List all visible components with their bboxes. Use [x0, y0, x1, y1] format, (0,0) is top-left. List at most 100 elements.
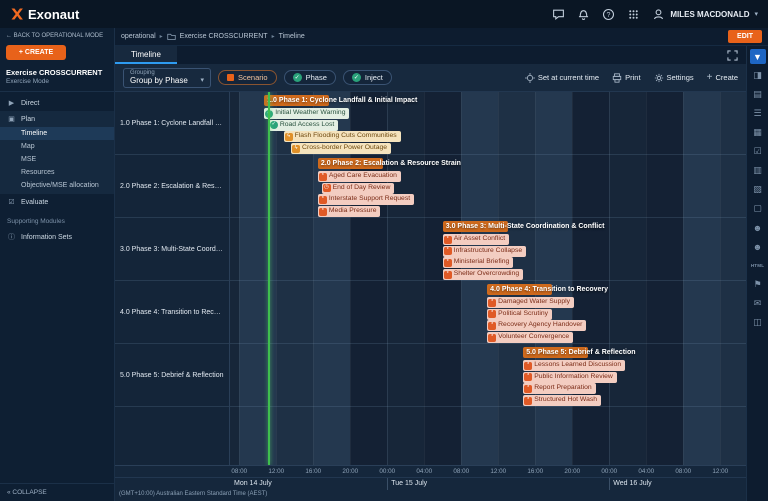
inject-chip[interactable]: * Structured Hot Wash [523, 395, 602, 407]
breadcrumb-separator-icon: ▸ [271, 34, 275, 40]
inject-chip[interactable]: * Infrastructure Collapse [442, 245, 527, 257]
inject-label: Initial Weather Warning [275, 109, 346, 117]
inject-chip[interactable]: * Interstate Support Request [317, 194, 415, 206]
inject-chip[interactable]: ◷ End of Day Review [321, 182, 395, 194]
phase-group-label: 4.0 Phase 4: Transition to Recovery [115, 281, 229, 344]
inject-chip[interactable]: * Aged Care Evacuation [317, 171, 401, 182]
teams-icon[interactable]: ☻ [752, 241, 763, 252]
bell-icon[interactable] [577, 8, 590, 21]
sidebar-item-direct[interactable]: ▶ Direct [0, 95, 114, 111]
details-panel-icon[interactable]: ◨ [753, 70, 762, 80]
collapse-sidebar-button[interactable]: « COLLAPSE [0, 483, 114, 501]
grouping-select[interactable]: Grouping Group by Phase ▾ [123, 67, 211, 88]
inject-filter-label: Inject [364, 73, 383, 82]
table-icon[interactable]: ▥ [753, 165, 762, 175]
chat-icon[interactable] [552, 8, 565, 21]
inject-chip[interactable]: ✓Initial Weather Warning [264, 108, 350, 119]
breadcrumb-exercise[interactable]: Exercise CROSSCURRENT [179, 33, 268, 40]
star-icon: * [488, 298, 497, 307]
bolt-icon: ϟ [284, 132, 293, 141]
create-label: CREATE [24, 49, 54, 56]
check-icon: ✓ [269, 121, 278, 130]
phase-bar[interactable] [317, 158, 383, 169]
settings-button[interactable]: Settings [654, 73, 694, 83]
inject-chip[interactable]: * Volunteer Convergence [487, 332, 574, 344]
sidebar-item-mse[interactable]: MSE [21, 156, 37, 163]
print-button[interactable]: Print [612, 72, 641, 83]
user-menu[interactable]: MILES MACDONALD ▾ [652, 8, 758, 21]
inject-label: Public Information Review [534, 372, 613, 380]
inject-chip[interactable]: ϟ Flash Flooding Cuts Communities [283, 131, 401, 143]
help-icon[interactable]: ? [602, 8, 615, 21]
chevron-down-icon: ▾ [200, 77, 204, 84]
scenario-filter-chip[interactable]: Scenario [218, 70, 277, 85]
sidebar-item-resources[interactable]: Resources [21, 169, 55, 176]
edit-button[interactable]: EDIT [728, 30, 762, 43]
app-grid-icon[interactable] [627, 8, 640, 21]
phase-bar[interactable] [487, 284, 552, 295]
inject-chip[interactable]: * Public Information Review [523, 371, 617, 383]
inject-chip[interactable]: * Shelter Overcrowding [442, 269, 524, 281]
fullscreen-icon[interactable] [727, 50, 738, 61]
evaluate-icon: ☑ [8, 199, 15, 206]
sidebar-item-plan[interactable]: ▣ Plan [0, 111, 114, 127]
calendar-icon[interactable]: ▦ [753, 127, 762, 137]
inject-chip[interactable]: * Ministerial Briefing [442, 257, 514, 269]
check-icon: ✓ [351, 73, 361, 82]
cards-icon[interactable]: ▤ [753, 89, 762, 99]
time-tick-label: 12:00 [490, 468, 507, 475]
flag-icon[interactable]: ⚑ [753, 279, 762, 289]
create-inject-button[interactable]: + Create [707, 72, 738, 83]
inject-chip[interactable]: ✓ Road Access Lost [268, 119, 339, 131]
star-icon: * [318, 172, 327, 181]
grouping-value: Group by Phase [130, 75, 188, 85]
phase-bar[interactable] [264, 95, 329, 106]
day-label: Tue 15 July [391, 480, 428, 487]
inject-chip[interactable]: * Political Scrutiny [487, 308, 553, 320]
star-icon: * [443, 258, 452, 267]
star-icon: * [488, 333, 497, 342]
logo-x-icon [11, 8, 23, 20]
grid-stripe [276, 92, 314, 465]
create-button[interactable]: + CREATE [6, 45, 66, 60]
plan-icon: ▣ [8, 116, 15, 123]
set-at-current-time-button[interactable]: Set at current time [524, 72, 599, 83]
tasks-icon[interactable]: ☑ [753, 146, 762, 156]
target-icon [524, 72, 535, 83]
inject-filter-chip[interactable]: ✓ Inject [342, 70, 392, 85]
timezone-note: (GMT+10:00) Australian Eastern Standard … [115, 490, 746, 501]
breadcrumb-operational[interactable]: operational [121, 33, 156, 40]
inject-chip[interactable]: * Recovery Agency Handover [487, 320, 587, 332]
html-icon[interactable]: HTML [750, 263, 765, 268]
inject-chip[interactable]: * Report Preparation [523, 383, 596, 395]
sidebar-item-map[interactable]: Map [21, 143, 35, 150]
sidebar-item-evaluate[interactable]: ☑ Evaluate [0, 194, 114, 210]
inject-chip[interactable]: * Media Pressure [317, 206, 381, 218]
tab-timeline[interactable]: Timeline [115, 46, 177, 64]
filter-icon[interactable]: ▼ [749, 49, 766, 64]
supporting-modules-label: Supporting Modules [7, 218, 65, 225]
sidebar-item-objective-mse-allocation[interactable]: Objective/MSE allocation [21, 182, 99, 189]
inject-chip[interactable]: * Air Asset Conflict [442, 234, 510, 245]
list-icon[interactable]: ☰ [753, 108, 762, 118]
documents-icon[interactable]: ▢ [753, 203, 762, 213]
sidebar-item-timeline[interactable]: Timeline [0, 127, 114, 140]
breadcrumb-bar: operational ▸ Exercise CROSSCURRENT ▸ Ti… [115, 28, 768, 46]
kanban-icon[interactable]: ▧ [753, 184, 762, 194]
inject-chip[interactable]: ϟ Cross-border Power Outage [291, 143, 392, 155]
phase-bar[interactable] [523, 347, 588, 358]
breadcrumb-timeline[interactable]: Timeline [278, 33, 305, 40]
mail-icon[interactable]: ✉ [753, 298, 762, 308]
phase-group-label: 3.0 Phase 3: Multi-State Coordination & … [115, 218, 229, 281]
reports-icon[interactable]: ◫ [753, 317, 762, 327]
timeline-grid[interactable]: 1.0 Phase 1: Cyclone Landfall & Initial … [230, 92, 746, 465]
users-icon[interactable]: ☻ [752, 222, 763, 233]
inject-chip[interactable]: * Damaged Water Supply [487, 297, 575, 308]
phase-bar[interactable] [442, 221, 508, 232]
back-to-operational-link[interactable]: ← BACK TO OPERATIONAL MODE [6, 33, 104, 39]
inject-chip[interactable]: * Lessons Learned Discussion [523, 360, 626, 371]
sidebar-item-information-sets[interactable]: ⓘ Information Sets [0, 228, 114, 246]
phase-filter-chip[interactable]: ✓ Phase [283, 70, 336, 85]
app-logo[interactable]: Exonaut [10, 7, 79, 22]
phase-groups-column: 1.0 Phase 1: Cyclone Landfall & Initial … [115, 92, 230, 465]
